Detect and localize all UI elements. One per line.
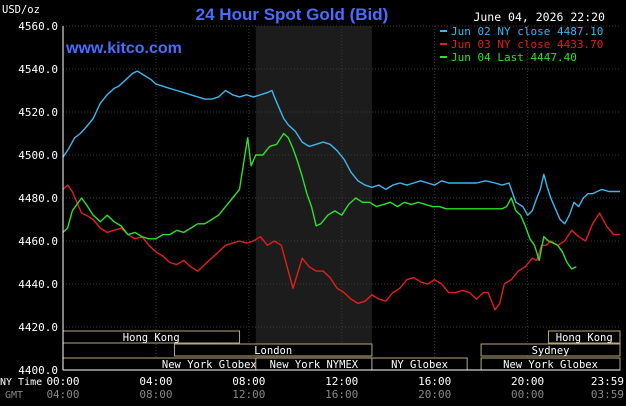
nymex-shade-rect [255, 26, 372, 370]
y-tick-label: 4560.0 [18, 20, 58, 33]
session-band [173, 343, 373, 357]
nymex-session-shade [255, 26, 372, 370]
y-axis-unit-label: USD/oz [2, 4, 40, 16]
legend-entry: Jun 02 NY close 4487.10 [451, 25, 603, 38]
x-tick-label-gmt: 16:00 [325, 388, 358, 401]
axes: 4560.0 4540.0 4520.0 4500.0 4480.0 4460.0 4440… [18, 20, 624, 401]
y-tick-label: 4520.0 [18, 106, 58, 119]
x-tick-label-gmt: 12:00 [232, 388, 265, 401]
y-tick-label: 4420.0 [18, 321, 58, 334]
x-tick-label-gmt: 08:00 [139, 388, 172, 401]
x-tick-label-gmt: 03:59 [591, 388, 624, 401]
kitco-watermark: www.kitco.com [65, 40, 182, 57]
session-label: New York Globex [162, 359, 257, 371]
y-tick-label: 4400.0 [18, 364, 58, 377]
legend-entry: Jun 04 Last 4447.40 [451, 51, 577, 64]
ny-time-row-label: NY Time [0, 377, 42, 388]
session-label: NY Globex [391, 359, 448, 371]
session-label: Hong Kong [556, 332, 613, 344]
session-label: New York NYMEX [270, 359, 359, 371]
session-label: Hong Kong [123, 332, 180, 344]
x-tick-label-ny: 00:00 [46, 375, 79, 388]
x-tick-label-ny: 16:00 [418, 375, 451, 388]
chart-title: 24 Hour Spot Gold (Bid) [196, 5, 389, 24]
y-tick-label: 4500.0 [18, 149, 58, 162]
x-tick-label-ny: 23:59 [591, 375, 624, 388]
series-line [62, 184, 620, 311]
y-tick-label: 4480.0 [18, 192, 58, 205]
series-line [62, 70, 620, 225]
x-tick-label-ny: 08:00 [232, 375, 265, 388]
chart-timestamp: June 04, 2026 22:20 [473, 10, 605, 24]
y-tick-label: 4540.0 [18, 63, 58, 76]
x-tick-label-ny: 04:00 [139, 375, 172, 388]
gmt-row-label: GMT [5, 390, 23, 401]
session-band [480, 343, 621, 357]
session-label: Sydney [532, 345, 570, 357]
session-label: London [254, 345, 292, 357]
market-session-bands: Hong Kong London New York Globex New York N… [62, 330, 621, 371]
x-tick-label-gmt: 04:00 [46, 388, 79, 401]
x-tick-label-gmt: 00:00 [511, 388, 544, 401]
x-tick-label-ny: 12:00 [325, 375, 358, 388]
x-tick-label-gmt: 20:00 [418, 388, 451, 401]
session-band [547, 330, 621, 344]
session-label: New York Globex [503, 359, 598, 371]
y-tick-label: 4460.0 [18, 235, 58, 248]
x-tick-label-ny: 20:00 [511, 375, 544, 388]
series-line [62, 132, 577, 270]
y-tick-label: 4440.0 [18, 278, 58, 291]
price-series [62, 70, 620, 311]
legend-entry: Jun 03 NY close 4433.70 [451, 38, 603, 51]
